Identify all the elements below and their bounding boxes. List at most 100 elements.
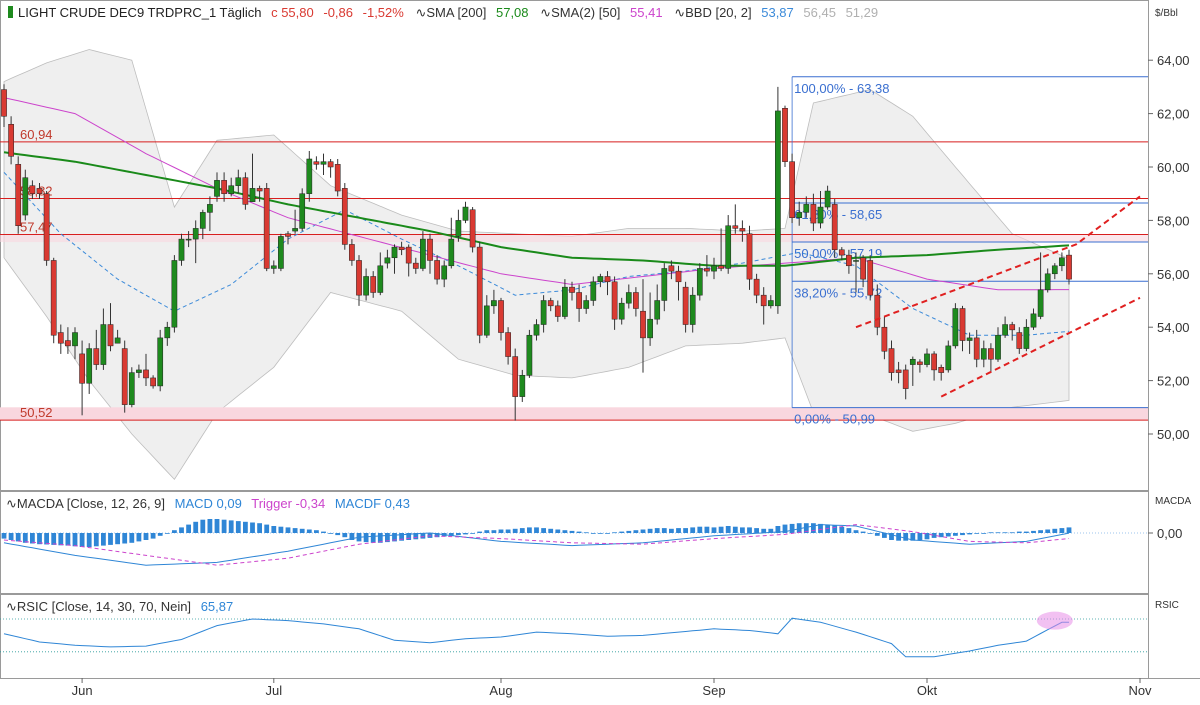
macd-hist-bar: [704, 526, 710, 533]
candle-body: [654, 300, 661, 320]
candle-body: [249, 188, 256, 202]
candle-body: [618, 302, 625, 320]
candle-body: [498, 300, 504, 333]
macd-hist-bar: [654, 528, 660, 533]
macd-hist-bar: [214, 519, 220, 533]
macd-hist-bar: [953, 533, 958, 536]
fib-level-label: 38,20% - 55,72: [794, 285, 882, 300]
candle-body: [576, 292, 582, 309]
candle-body: [1051, 265, 1058, 275]
candle-body: [661, 268, 668, 301]
fib-level-label: 100,00% - 63,38: [794, 81, 889, 96]
macd-hist-bar: [676, 528, 681, 533]
macd-hist-bar: [392, 533, 397, 542]
candle-body: [959, 308, 966, 341]
macd-hist-bar: [299, 528, 305, 533]
candle-body: [441, 265, 448, 280]
macd-hist-bar: [867, 533, 873, 534]
bbd-icon: ∿: [674, 5, 685, 20]
macd-hist-bar: [143, 533, 149, 540]
candle-body: [164, 326, 171, 339]
macd-hist-bar: [612, 532, 617, 534]
macd-hist-bar: [974, 533, 980, 534]
candle-body: [831, 204, 838, 251]
macd-hist-bar: [1038, 530, 1043, 533]
macd-hist-bar: [889, 533, 894, 540]
macd-hist-bar: [1009, 532, 1015, 534]
legend-marker: [8, 6, 13, 18]
candle-body: [36, 188, 43, 194]
macd-hist-bar: [399, 533, 404, 541]
rsi-axis-title: RSIC: [1155, 600, 1179, 611]
macd-hist-bar: [569, 530, 575, 533]
macd-hist-bar: [768, 528, 774, 533]
candle-body: [767, 300, 774, 307]
candle-body: [263, 188, 270, 269]
candle-body: [157, 337, 164, 387]
macd-line: [3, 524, 1070, 566]
candle-body: [1037, 289, 1044, 317]
macd-hist-bar: [235, 521, 241, 533]
candle-body: [931, 353, 937, 371]
macd-hist-bar: [931, 533, 937, 538]
candle-body: [72, 332, 78, 347]
candle-body: [483, 305, 490, 336]
macd-hist-bar: [186, 524, 191, 533]
macd-hist-bar: [647, 528, 653, 533]
candle-body: [57, 332, 64, 344]
macd-hist-bar: [619, 531, 625, 533]
candle-body: [1016, 332, 1023, 349]
macd-hist-bar: [633, 530, 639, 533]
macd-hist-bar: [803, 523, 809, 533]
macd-hist-bar: [967, 533, 972, 535]
candle-body: [434, 260, 440, 280]
candle-body: [370, 276, 377, 293]
candle-body: [136, 369, 142, 373]
candle-body: [235, 177, 242, 186]
candle-body: [611, 281, 618, 320]
candle-body: [292, 228, 298, 232]
macd-hist-bar: [995, 532, 1001, 534]
candle-body: [775, 110, 781, 307]
macd-hist-bar: [157, 533, 163, 536]
candle-body: [874, 294, 881, 328]
candle-body: [43, 193, 50, 261]
macd-hist-bar: [1002, 532, 1008, 534]
candle-body: [711, 265, 717, 272]
sma-icon: ∿: [415, 5, 426, 20]
sma50-line: [3, 97, 1069, 291]
y-tick-label: 54,00: [1157, 320, 1190, 335]
macd-hist-bar: [193, 521, 199, 533]
y-tick-label: 62,00: [1157, 107, 1190, 122]
candle-body: [732, 225, 739, 229]
macd-hist-bar: [1, 533, 7, 539]
macd-hist-bar: [498, 529, 504, 533]
macd-hist-bar: [598, 533, 603, 534]
candle-body: [1066, 254, 1072, 280]
macd-hist-bar: [640, 529, 646, 533]
candle-body: [476, 246, 483, 336]
macd-hist-bar: [65, 533, 71, 546]
macd-hist-bar: [938, 533, 944, 538]
macd-hist-bar: [292, 528, 298, 533]
candle-body: [192, 228, 199, 240]
macd-hist-bar: [221, 519, 227, 533]
candle-body: [412, 262, 419, 269]
svg-text:LIGHT CRUDE DEC9 TRDPRC_1 Tägl: LIGHT CRUDE DEC9 TRDPRC_1 Täglich c 55,8…: [18, 5, 878, 20]
candle-body: [420, 238, 426, 269]
macd-hist-bar: [853, 530, 859, 533]
candle-body: [995, 334, 1001, 360]
macd-hist-bar: [541, 528, 546, 533]
macd-hist-bar: [1016, 531, 1022, 533]
candle-body: [718, 265, 724, 269]
candle-body: [221, 180, 227, 194]
macd-hist-bar: [562, 530, 568, 533]
support-zone: [0, 407, 1148, 421]
candle-body: [952, 308, 959, 347]
macd-hist-bar: [981, 533, 987, 534]
macd-hist-bar: [207, 519, 213, 533]
macd-hist-bar: [335, 533, 341, 536]
candle-body: [554, 305, 561, 317]
candle-body: [1, 89, 7, 117]
candle-body: [285, 233, 291, 237]
